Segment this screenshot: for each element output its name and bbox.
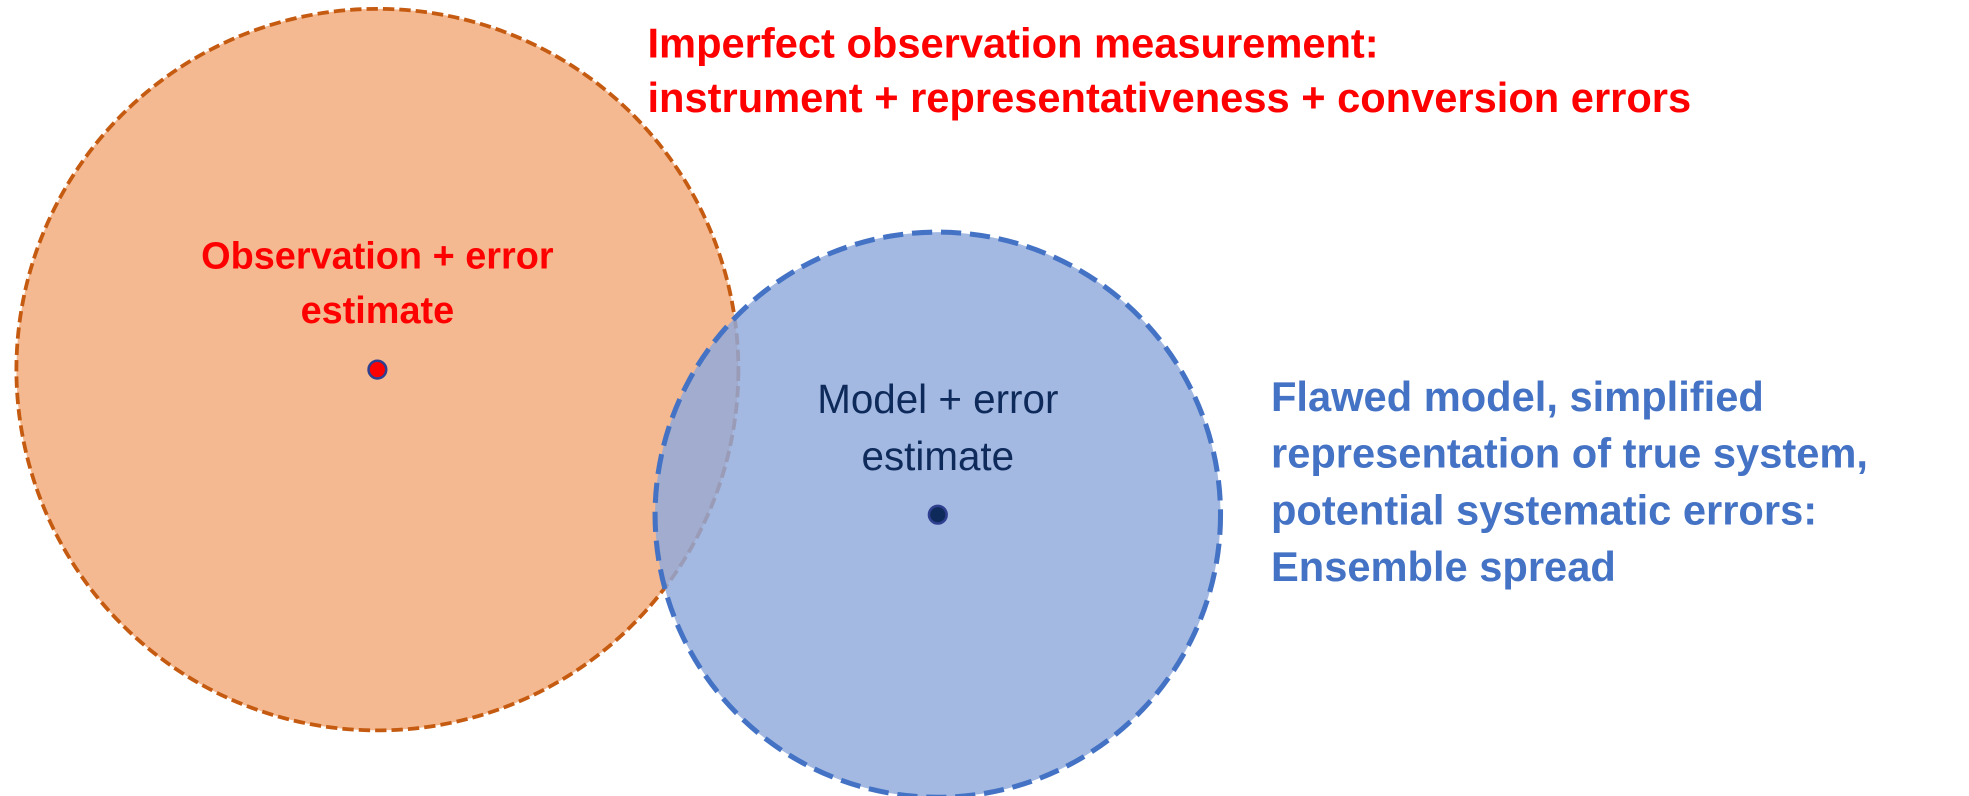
observation-label: Observation + error bbox=[201, 236, 554, 278]
model-note-line: representation of true system, bbox=[1271, 430, 1868, 477]
observation-point bbox=[367, 359, 388, 380]
top-note-line: instrument + representativeness + conver… bbox=[647, 74, 1691, 121]
model-note-line: potential systematic errors: bbox=[1271, 486, 1817, 533]
model-note-line: Flawed model, simplified bbox=[1271, 373, 1764, 420]
model-label: Model + error bbox=[817, 376, 1058, 422]
observation-label: estimate bbox=[301, 290, 455, 332]
model-label: estimate bbox=[862, 433, 1015, 479]
top-note-line: Imperfect observation measurement: bbox=[647, 20, 1378, 67]
model-point bbox=[927, 504, 948, 525]
model-note-line: Ensemble spread bbox=[1271, 543, 1616, 590]
